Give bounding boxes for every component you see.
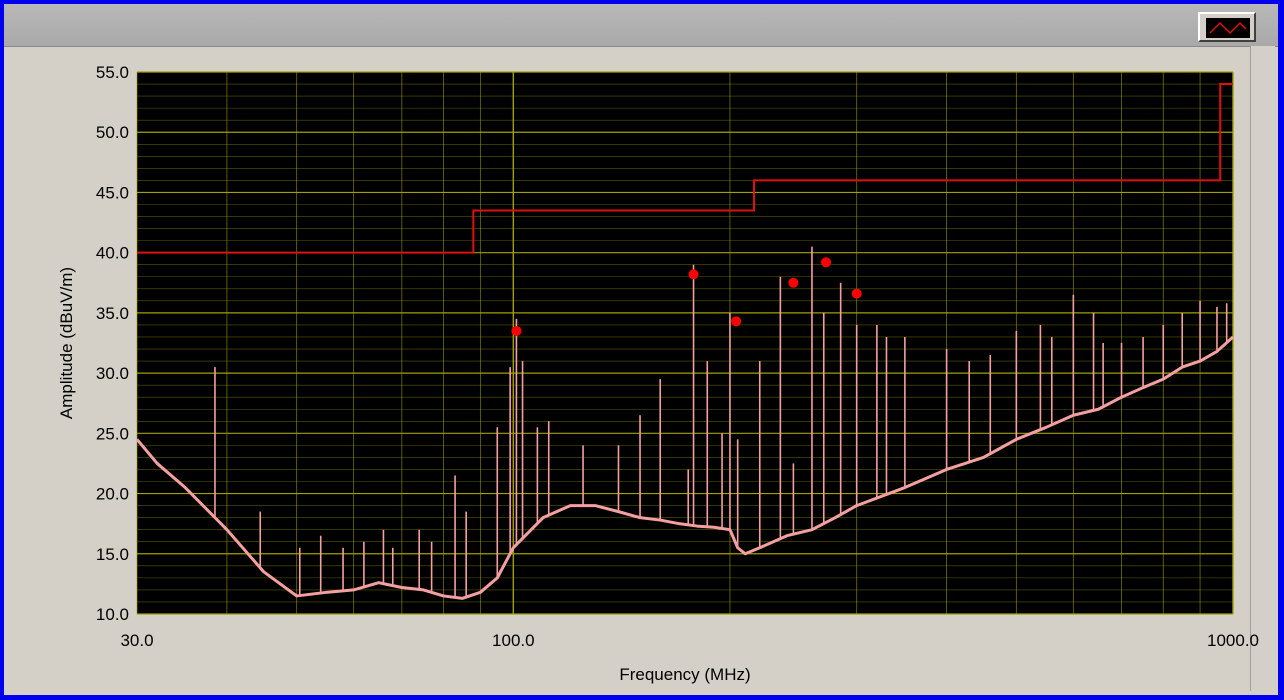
peak-marker <box>851 288 862 299</box>
y-tick-label: 50.0 <box>96 123 129 142</box>
y-tick-label: 45.0 <box>96 183 129 202</box>
y-tick-label: 20.0 <box>96 485 129 504</box>
x-axis-label: Frequency (MHz) <box>619 665 750 684</box>
y-tick-label: 30.0 <box>96 364 129 383</box>
y-tick-label: 40.0 <box>96 244 129 263</box>
y-tick-label: 10.0 <box>96 605 129 624</box>
x-tick-label: 100.0 <box>492 631 535 650</box>
peak-marker <box>788 277 799 288</box>
chart-data-layer <box>135 83 1235 600</box>
plot-line-icon <box>1206 18 1250 38</box>
y-tick-label: 15.0 <box>96 545 129 564</box>
x-tick-label: 1000.0 <box>1207 631 1259 650</box>
y-tick-label: 55.0 <box>96 63 129 82</box>
peak-marker <box>511 325 522 336</box>
limit-line <box>137 83 1233 254</box>
graph-toolbar <box>4 4 1278 47</box>
plot-area <box>137 72 1233 614</box>
y-tick-label: 25.0 <box>96 424 129 443</box>
graph-scrollbar[interactable] <box>1250 46 1275 691</box>
plot-legend-button[interactable] <box>1198 12 1256 42</box>
peak-marker <box>688 269 699 280</box>
trace-baseline <box>135 335 1235 600</box>
x-axis-ticks: 30.0 100.0 1000.0 <box>120 631 1259 650</box>
x-tick-label: 30.0 <box>120 631 153 650</box>
y-axis-ticks: 10.0 15.0 20.0 25.0 30.0 35.0 40.0 45.0 50.0 55.0 <box>96 63 129 624</box>
peak-marker <box>821 257 832 268</box>
y-axis-label: Amplitude (dBuV/m) <box>57 267 76 419</box>
peak-marker <box>731 316 742 327</box>
y-tick-label: 35.0 <box>96 304 129 323</box>
